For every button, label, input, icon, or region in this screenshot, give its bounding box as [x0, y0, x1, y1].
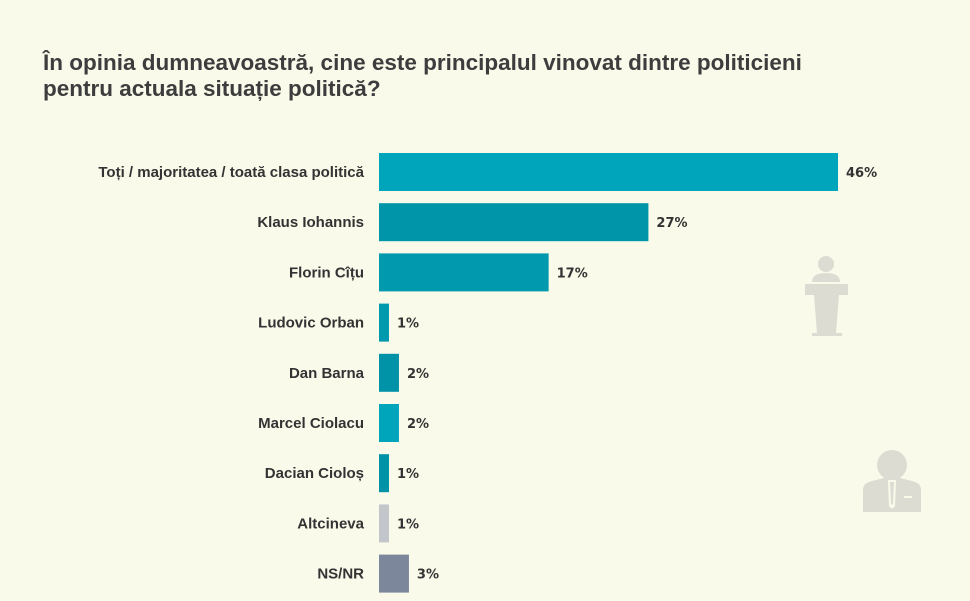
bar: [379, 554, 409, 593]
value-label: 2%: [407, 417, 429, 432]
value-label: 46%: [846, 166, 877, 181]
category-label: NS/NR: [317, 566, 364, 583]
category-label: Florin Cîțu: [289, 264, 364, 281]
category-label: Ludovic Orban: [258, 315, 364, 332]
value-label: 1%: [397, 467, 419, 482]
value-label: 1%: [397, 517, 419, 532]
chart-title: În opinia dumneavoastră, cine este princ…: [43, 50, 802, 101]
bar: [379, 303, 389, 342]
value-label: 3%: [417, 568, 439, 583]
value-label: 1%: [397, 317, 419, 332]
category-label: Toți / majoritatea / toată clasa politic…: [98, 164, 364, 181]
category-label: Altcineva: [297, 515, 364, 532]
bar: [379, 454, 389, 493]
category-label: Dan Barna: [289, 365, 365, 382]
value-label: 2%: [407, 367, 429, 382]
bar: [379, 203, 649, 242]
bar: [379, 353, 399, 392]
bar: [379, 404, 399, 442]
businessman-icon: [863, 450, 921, 512]
value-label: 27%: [656, 216, 687, 231]
bar: [379, 504, 389, 543]
bar: [379, 253, 549, 292]
value-label: 17%: [557, 266, 588, 281]
podium-speaker-icon: [805, 256, 848, 336]
category-label: Marcel Ciolacu: [258, 415, 364, 432]
category-label: Klaus Iohannis: [257, 214, 364, 231]
bar: [379, 153, 838, 191]
category-label: Dacian Cioloș: [265, 465, 364, 482]
